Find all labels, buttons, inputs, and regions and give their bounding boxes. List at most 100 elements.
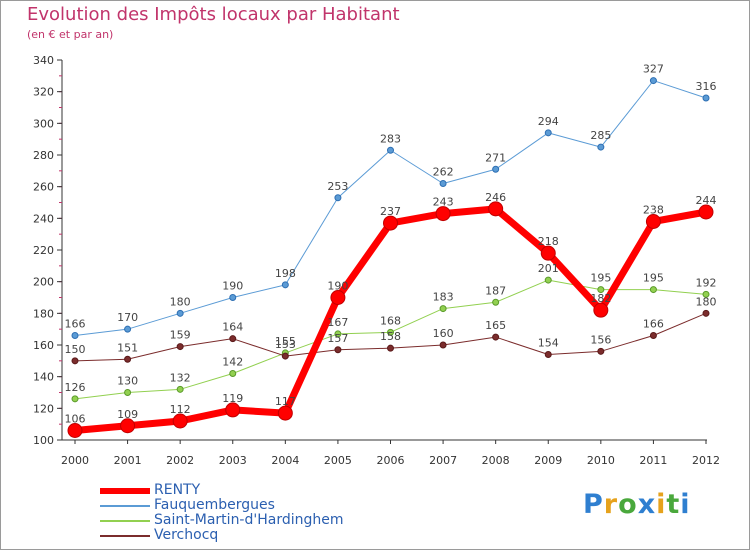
x-tick-label: 2000 [61, 454, 89, 467]
data-point-renty [698, 204, 714, 220]
data-label-verchocq: 151 [117, 341, 138, 354]
data-label-saint-martin-d-hardinghem: 142 [222, 356, 243, 369]
data-point-verchocq [702, 309, 710, 317]
data-point-verchocq [281, 352, 289, 360]
y-tick-label: 220 [33, 244, 54, 257]
legend-label-verchocq: Verchocq [154, 527, 219, 543]
data-label-fauquembergues: 316 [696, 80, 717, 93]
data-point-verchocq [124, 355, 132, 363]
legend-swatch-renty [100, 488, 150, 494]
data-point-renty [120, 418, 136, 434]
data-label-saint-martin-d-hardinghem: 183 [433, 291, 454, 304]
data-point-fauquembergues [124, 325, 132, 333]
data-point-fauquembergues [176, 309, 184, 317]
x-tick-label: 2012 [692, 454, 720, 467]
data-point-saint-martin-d-hardinghem [492, 298, 500, 306]
data-point-saint-martin-d-hardinghem [702, 290, 710, 298]
data-point-verchocq [334, 346, 342, 354]
data-label-saint-martin-d-hardinghem: 195 [643, 272, 664, 285]
data-label-renty: 109 [117, 408, 138, 421]
data-label-verchocq: 154 [538, 337, 559, 350]
data-label-verchocq: 180 [696, 295, 717, 308]
logo-letter: t [666, 489, 681, 520]
logo-letter: o [618, 489, 638, 520]
data-label-renty: 246 [485, 191, 506, 204]
data-point-renty [645, 214, 661, 229]
data-label-verchocq: 159 [170, 329, 191, 342]
data-label-fauquembergues: 253 [327, 180, 348, 193]
x-tick-label: 2005 [324, 454, 352, 467]
data-point-renty [435, 206, 451, 222]
data-label-saint-martin-d-hardinghem: 132 [170, 371, 191, 384]
data-label-fauquembergues: 294 [538, 115, 559, 128]
x-tick-label: 2006 [377, 454, 405, 467]
data-label-verchocq: 156 [590, 333, 611, 346]
y-tick-label: 240 [33, 212, 54, 225]
data-label-renty: 190 [327, 280, 348, 293]
chart-title: Evolution des Impôts locaux par Habitant [27, 4, 400, 25]
data-label-verchocq: 166 [643, 318, 664, 331]
y-tick-label: 160 [33, 339, 54, 352]
data-label-fauquembergues: 327 [643, 63, 664, 76]
data-label-verchocq: 153 [275, 338, 296, 351]
data-point-verchocq [439, 341, 447, 349]
data-label-fauquembergues: 170 [117, 311, 138, 324]
data-label-fauquembergues: 180 [170, 295, 191, 308]
data-point-fauquembergues [229, 294, 237, 301]
y-tick-label: 180 [33, 307, 54, 320]
y-tick-label: 280 [33, 149, 54, 162]
data-point-fauquembergues [334, 194, 342, 202]
data-point-renty [67, 423, 83, 438]
data-label-fauquembergues: 190 [222, 280, 243, 293]
data-label-renty: 244 [696, 194, 717, 207]
data-point-renty [383, 215, 398, 231]
data-point-fauquembergues [492, 165, 500, 173]
data-label-fauquembergues: 262 [433, 166, 454, 179]
data-point-verchocq [492, 333, 500, 341]
data-point-saint-martin-d-hardinghem [649, 286, 657, 294]
data-point-verchocq [649, 332, 657, 339]
data-point-renty [172, 413, 188, 429]
legend-label-saint-martin: Saint-Martin-d'Hardinghem [154, 512, 344, 528]
data-point-renty [488, 201, 504, 217]
data-point-renty [225, 402, 241, 418]
data-label-fauquembergues: 166 [65, 318, 86, 331]
data-label-verchocq: 164 [222, 321, 243, 334]
x-tick-label: 2007 [429, 454, 457, 467]
proxiti-logo: Proxiti [583, 489, 691, 520]
data-label-fauquembergues: 271 [485, 151, 506, 164]
data-label-verchocq: 160 [433, 327, 454, 340]
logo-letter: r [603, 489, 619, 520]
data-point-verchocq [229, 335, 237, 343]
data-point-saint-martin-d-hardinghem [597, 286, 605, 294]
data-point-saint-martin-d-hardinghem [334, 330, 342, 338]
legend-label-fauquembergues: Fauquembergues [154, 497, 275, 513]
data-point-renty [540, 245, 556, 261]
y-tick-label: 140 [33, 371, 54, 384]
y-tick-label: 200 [33, 276, 54, 289]
data-point-fauquembergues [702, 94, 710, 102]
data-label-verchocq: 150 [65, 343, 86, 356]
data-point-verchocq [544, 351, 552, 358]
data-point-renty [593, 302, 609, 318]
legend-label-renty: RENTY [154, 482, 201, 498]
x-tick-label: 2008 [482, 454, 510, 467]
data-label-verchocq: 157 [327, 332, 348, 345]
x-tick-label: 2004 [271, 454, 299, 467]
data-point-verchocq [71, 357, 79, 365]
logo-letter: x [637, 489, 657, 520]
logo-letter: i [680, 489, 691, 520]
y-tick-label: 120 [33, 402, 54, 415]
data-point-fauquembergues [649, 77, 657, 85]
data-point-fauquembergues [71, 332, 79, 339]
data-label-saint-martin-d-hardinghem: 187 [485, 284, 506, 297]
data-label-renty: 218 [538, 235, 559, 248]
chart-subtitle: (en € et par an) [27, 28, 114, 41]
data-point-renty [330, 290, 346, 305]
y-tick-label: 260 [33, 181, 54, 194]
legend-swatch-saint-martin [100, 520, 150, 522]
data-label-renty: 182 [590, 292, 611, 305]
data-label-fauquembergues: 198 [275, 267, 296, 280]
data-label-saint-martin-d-hardinghem: 168 [380, 314, 401, 327]
